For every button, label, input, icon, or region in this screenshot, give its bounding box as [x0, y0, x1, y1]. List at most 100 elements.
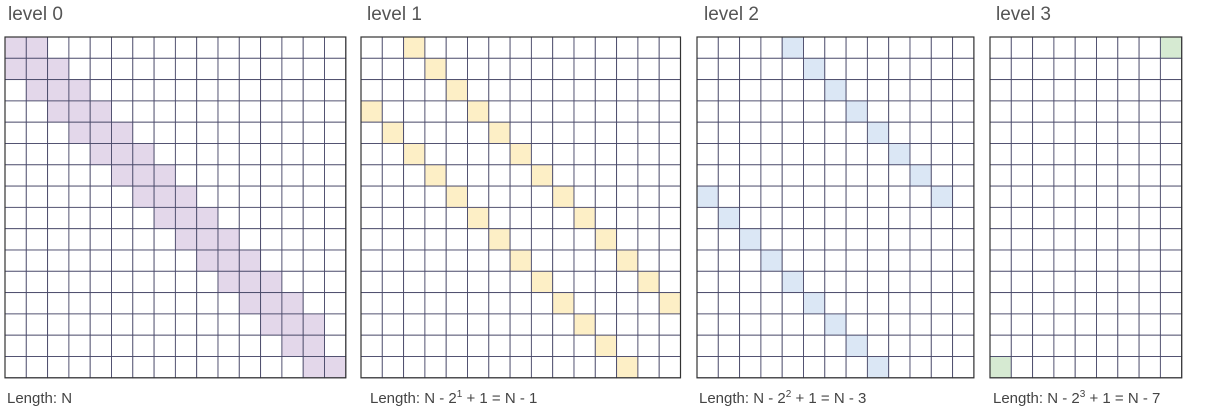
level-1-matrix: [360, 36, 682, 379]
matrix-cell: [530, 100, 554, 123]
matrix-cell: [760, 79, 783, 102]
highlighted-cell: [260, 292, 283, 315]
matrix-cell: [217, 36, 240, 59]
matrix-cell: [739, 121, 762, 144]
matrix-cell: [1074, 356, 1097, 379]
matrix-cell: [445, 36, 468, 59]
matrix-cell: [717, 313, 741, 336]
matrix-cell: [467, 143, 490, 166]
matrix-cell: [888, 36, 911, 59]
matrix-cell: [552, 36, 575, 59]
matrix-cell: [217, 100, 240, 123]
highlighted-cell: [238, 270, 262, 294]
matrix-cell: [637, 334, 660, 357]
matrix-cell: [488, 249, 511, 272]
matrix-cell: [781, 249, 804, 272]
highlighted-cell: [909, 164, 932, 187]
highlighted-cell: [717, 206, 741, 230]
matrix-cell: [866, 334, 890, 357]
matrix-cell: [488, 270, 511, 294]
matrix-cell: [281, 249, 304, 272]
matrix-cell: [845, 206, 868, 230]
matrix-cell: [866, 270, 890, 294]
matrix-cell: [573, 57, 596, 81]
matrix-cell: [4, 270, 27, 294]
matrix-cell: [1074, 100, 1097, 123]
matrix-cell: [909, 100, 932, 123]
highlighted-cell: [824, 79, 847, 102]
matrix-cell: [1096, 206, 1119, 230]
matrix-cell: [47, 206, 70, 230]
matrix-cell: [424, 228, 447, 251]
matrix-cell: [594, 143, 618, 166]
matrix-cell: [952, 79, 975, 102]
matrix-cell: [217, 57, 240, 81]
matrix-cell: [302, 185, 325, 208]
matrix-cell: [1096, 121, 1119, 144]
matrix-cell: [739, 79, 762, 102]
matrix-cell: [658, 185, 681, 208]
matrix-cell: [445, 121, 468, 144]
matrix-cell: [1096, 249, 1119, 272]
matrix-cell: [89, 57, 112, 81]
level-1-title: level 1: [367, 4, 422, 25]
matrix-cell: [616, 228, 639, 251]
matrix-cell: [717, 292, 741, 315]
highlighted-cell: [174, 228, 198, 251]
matrix-cell: [1159, 164, 1183, 187]
matrix-cell: [824, 228, 847, 251]
matrix-cell: [696, 100, 719, 123]
matrix-cell: [196, 100, 219, 123]
matrix-cell: [488, 36, 511, 59]
matrix-cell: [1053, 121, 1076, 144]
matrix-cell: [238, 334, 262, 357]
matrix-cell: [509, 36, 532, 59]
matrix-cell: [360, 356, 383, 379]
highlighted-cell: [866, 121, 890, 144]
matrix-cell: [488, 100, 511, 123]
matrix-cell: [324, 206, 347, 230]
matrix-cell: [488, 292, 511, 315]
matrix-cell: [1074, 164, 1097, 187]
matrix-cell: [930, 79, 954, 102]
matrix-cell: [866, 100, 890, 123]
level-0-title: level 0: [8, 4, 63, 25]
highlighted-cell: [573, 313, 596, 336]
matrix-cell: [467, 270, 490, 294]
matrix-cell: [302, 100, 325, 123]
matrix-cell: [552, 249, 575, 272]
matrix-cell: [47, 36, 70, 59]
matrix-cell: [174, 313, 198, 336]
matrix-cell: [25, 143, 49, 166]
matrix-cell: [530, 57, 554, 81]
matrix-cell: [111, 313, 134, 336]
matrix-cell: [616, 313, 639, 336]
matrix-cell: [281, 356, 304, 379]
matrix-cell: [153, 270, 176, 294]
matrix-cell: [637, 36, 660, 59]
matrix-cell: [552, 270, 575, 294]
matrix-cell: [781, 206, 804, 230]
matrix-cell: [403, 356, 426, 379]
matrix-cell: [324, 249, 347, 272]
matrix-cell: [509, 79, 532, 102]
matrix-cell: [909, 185, 932, 208]
matrix-cell: [488, 356, 511, 379]
matrix-cell: [1117, 292, 1140, 315]
matrix-cell: [153, 121, 176, 144]
matrix-cell: [89, 164, 112, 187]
matrix-cell: [866, 36, 890, 59]
matrix-cell: [68, 185, 91, 208]
matrix-cell: [281, 270, 304, 294]
matrix-cell: [952, 185, 975, 208]
matrix-cell: [594, 57, 618, 81]
matrix-cell: [909, 206, 932, 230]
matrix-cell: [696, 57, 719, 81]
highlighted-cell: [552, 185, 575, 208]
matrix-cell: [47, 356, 70, 379]
matrix-cell: [1053, 100, 1076, 123]
matrix-cell: [1138, 36, 1161, 59]
highlighted-cell: [594, 334, 618, 357]
matrix-cell: [760, 121, 783, 144]
highlighted-cell: [217, 228, 240, 251]
